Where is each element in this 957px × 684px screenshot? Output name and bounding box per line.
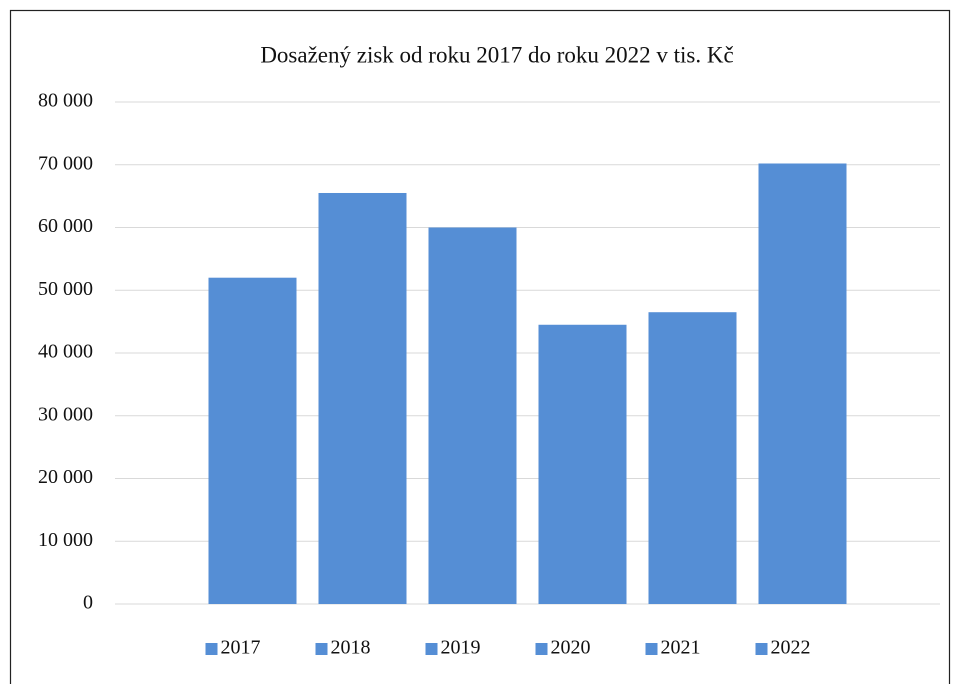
bar bbox=[648, 312, 737, 604]
bar bbox=[758, 163, 847, 604]
legend-label: 2017 bbox=[221, 637, 261, 659]
bar bbox=[538, 324, 627, 604]
y-tick-label: 0 bbox=[83, 592, 93, 614]
y-tick-label: 20 000 bbox=[38, 466, 93, 488]
y-tick-label: 30 000 bbox=[38, 403, 93, 425]
legend-swatch bbox=[645, 643, 658, 655]
y-tick-label: 40 000 bbox=[38, 341, 93, 363]
legend-swatch bbox=[535, 643, 548, 655]
y-tick-label: 70 000 bbox=[38, 152, 93, 174]
y-tick-label: 60 000 bbox=[38, 215, 93, 237]
legend-swatch bbox=[755, 643, 768, 655]
legend-swatch bbox=[425, 643, 438, 655]
legend-label: 2018 bbox=[331, 637, 371, 659]
legend-label: 2022 bbox=[771, 637, 811, 659]
y-tick-label: 10 000 bbox=[38, 529, 93, 551]
legend-label: 2019 bbox=[441, 637, 481, 659]
bar bbox=[318, 192, 407, 605]
legend-swatch bbox=[205, 643, 218, 655]
legend-label: 2020 bbox=[551, 637, 591, 659]
legend-swatch bbox=[315, 643, 328, 655]
y-tick-label: 50 000 bbox=[38, 278, 93, 300]
legend-label: 2021 bbox=[661, 637, 701, 659]
bar bbox=[428, 227, 517, 604]
chart-title: Dosažený zisk od roku 2017 do roku 2022 … bbox=[260, 42, 733, 67]
bar bbox=[208, 277, 297, 604]
y-tick-label: 80 000 bbox=[38, 90, 93, 112]
